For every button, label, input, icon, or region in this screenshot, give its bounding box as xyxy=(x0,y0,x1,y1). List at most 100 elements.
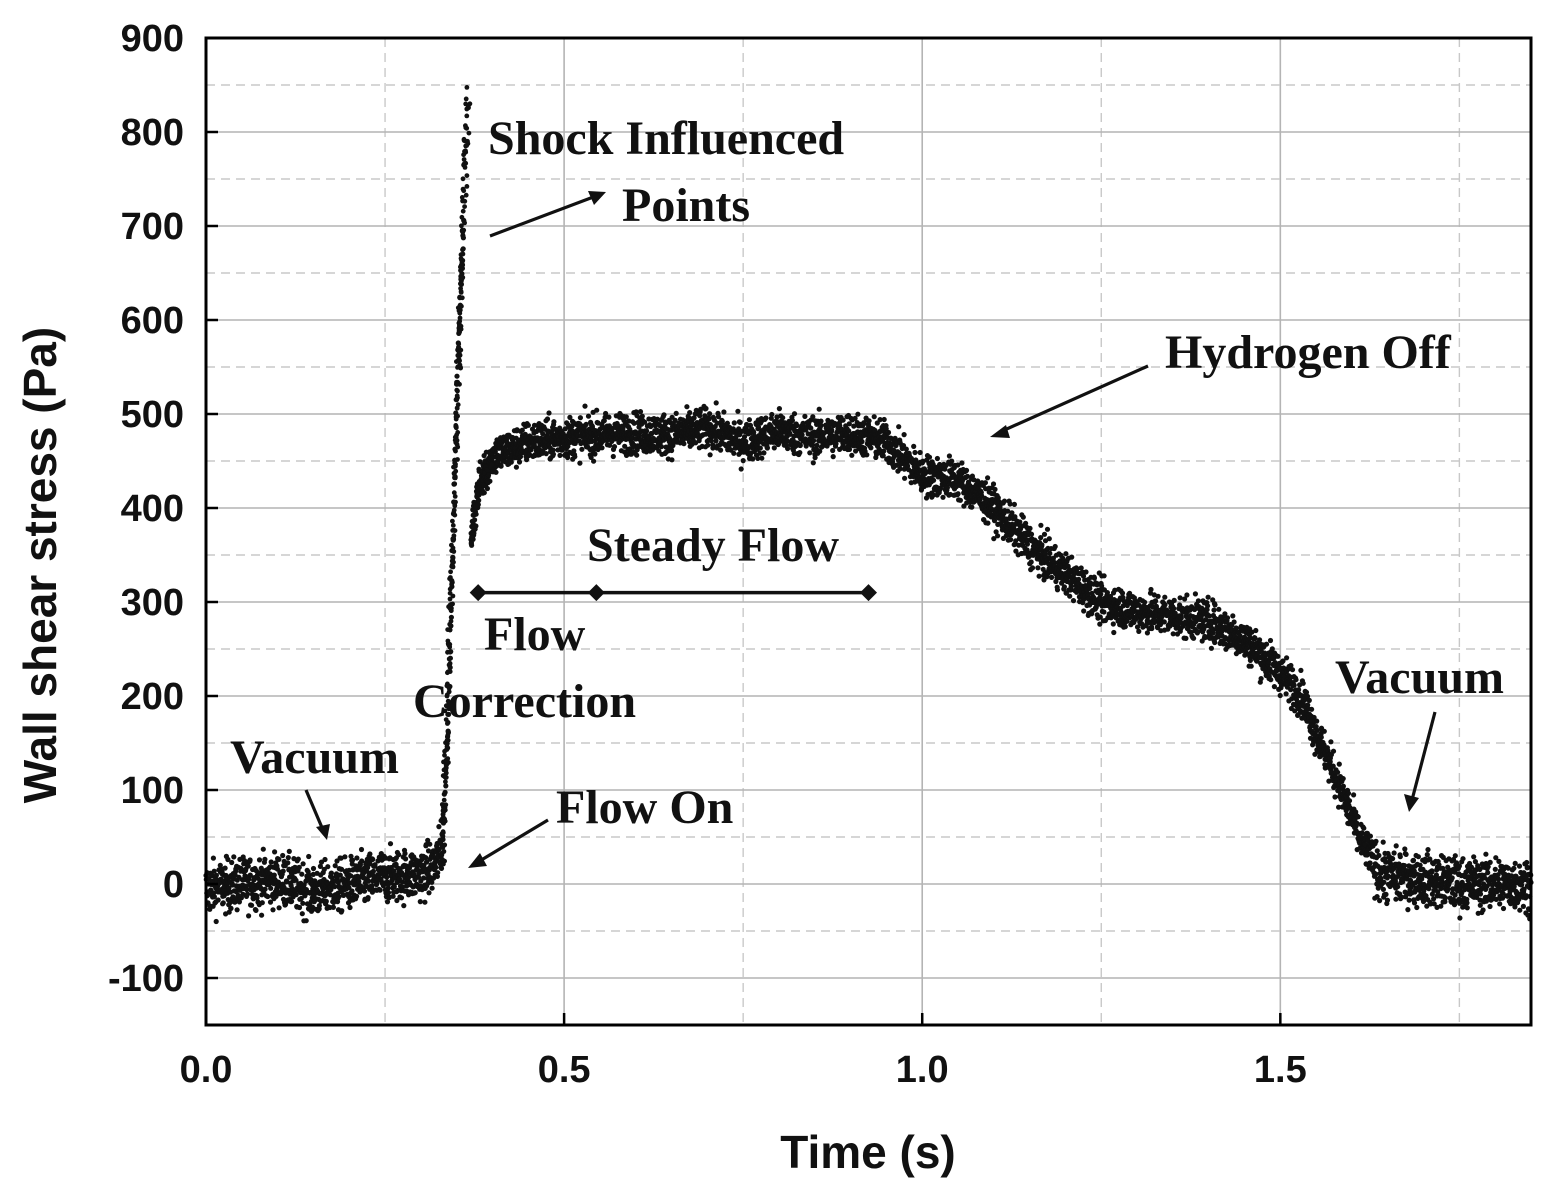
data-point xyxy=(1410,857,1417,864)
data-point xyxy=(1098,591,1104,597)
data-point xyxy=(253,907,259,914)
data-point xyxy=(622,443,628,449)
data-point xyxy=(508,459,514,465)
data-point xyxy=(268,859,274,865)
data-point xyxy=(1081,608,1087,614)
data-point xyxy=(236,899,242,905)
data-point xyxy=(930,492,937,498)
data-point xyxy=(1452,853,1458,859)
data-point xyxy=(396,852,402,858)
data-point xyxy=(1171,605,1177,612)
data-point xyxy=(703,431,709,437)
data-point xyxy=(1182,596,1188,602)
data-point xyxy=(423,859,430,865)
data-point xyxy=(684,404,690,410)
data-point xyxy=(1377,898,1383,904)
data-point xyxy=(519,427,525,433)
data-point xyxy=(672,417,678,423)
data-point xyxy=(401,903,407,909)
data-point xyxy=(1374,848,1380,854)
data-point xyxy=(585,413,592,419)
data-point xyxy=(1222,611,1228,617)
data-point xyxy=(336,894,342,900)
data-point xyxy=(1076,576,1082,582)
data-point xyxy=(1288,662,1294,669)
data-point xyxy=(1044,526,1051,532)
data-point xyxy=(1067,593,1073,599)
data-point xyxy=(1277,692,1283,699)
data-point xyxy=(246,913,252,919)
data-point xyxy=(347,880,353,886)
data-point xyxy=(911,443,917,449)
data-point xyxy=(634,452,640,458)
data-point xyxy=(1275,653,1281,659)
data-point xyxy=(583,421,589,427)
data-point xyxy=(1206,613,1212,619)
data-point xyxy=(1039,542,1045,548)
data-point xyxy=(299,911,305,917)
data-point xyxy=(985,520,991,526)
data-point xyxy=(669,457,675,463)
data-point xyxy=(799,432,805,438)
data-point xyxy=(1208,645,1214,651)
data-point xyxy=(866,418,872,424)
data-point xyxy=(738,466,744,472)
data-point xyxy=(731,420,737,426)
data-point xyxy=(434,873,440,880)
data-point xyxy=(377,887,383,893)
data-point xyxy=(846,428,852,434)
data-point xyxy=(272,849,278,855)
data-point xyxy=(1429,869,1435,875)
data-point xyxy=(215,897,221,903)
data-point xyxy=(370,856,376,863)
data-point xyxy=(328,887,334,893)
data-point xyxy=(231,854,237,860)
data-point xyxy=(1403,851,1409,858)
data-point xyxy=(366,878,372,884)
data-point xyxy=(1411,900,1418,906)
data-point xyxy=(881,448,887,454)
data-point xyxy=(342,854,348,860)
data-point xyxy=(1101,609,1107,615)
data-point xyxy=(849,452,855,458)
data-point xyxy=(436,824,442,830)
data-point xyxy=(880,453,886,459)
data-point xyxy=(648,431,655,437)
data-point xyxy=(440,836,446,843)
data-point xyxy=(1415,854,1421,860)
data-point xyxy=(864,452,870,458)
data-point xyxy=(1046,536,1052,542)
data-point xyxy=(1289,667,1296,673)
data-point xyxy=(995,533,1001,539)
data-point xyxy=(846,421,852,427)
data-point xyxy=(1178,615,1184,621)
data-point xyxy=(1183,635,1189,642)
data-point xyxy=(1346,798,1353,804)
data-point xyxy=(293,877,299,883)
data-point xyxy=(969,504,975,510)
data-point xyxy=(332,863,338,869)
data-point xyxy=(833,441,839,447)
data-point xyxy=(1460,856,1466,862)
data-point xyxy=(1384,897,1391,903)
data-point xyxy=(885,429,892,436)
data-point xyxy=(934,455,941,462)
data-point xyxy=(1001,498,1008,504)
data-point xyxy=(735,408,741,414)
data-point xyxy=(1029,565,1036,571)
data-point xyxy=(1267,637,1274,644)
data-point xyxy=(220,900,226,906)
data-point xyxy=(550,447,556,453)
data-point xyxy=(316,903,322,909)
data-point xyxy=(1456,863,1462,869)
data-point xyxy=(578,440,584,447)
data-point xyxy=(1472,859,1478,865)
data-point xyxy=(1192,591,1198,597)
data-point xyxy=(1340,776,1346,782)
data-point xyxy=(883,426,889,432)
data-point xyxy=(1080,573,1087,579)
data-point xyxy=(296,864,302,870)
data-point xyxy=(964,473,971,479)
data-point xyxy=(349,888,355,894)
data-point xyxy=(1068,584,1074,590)
